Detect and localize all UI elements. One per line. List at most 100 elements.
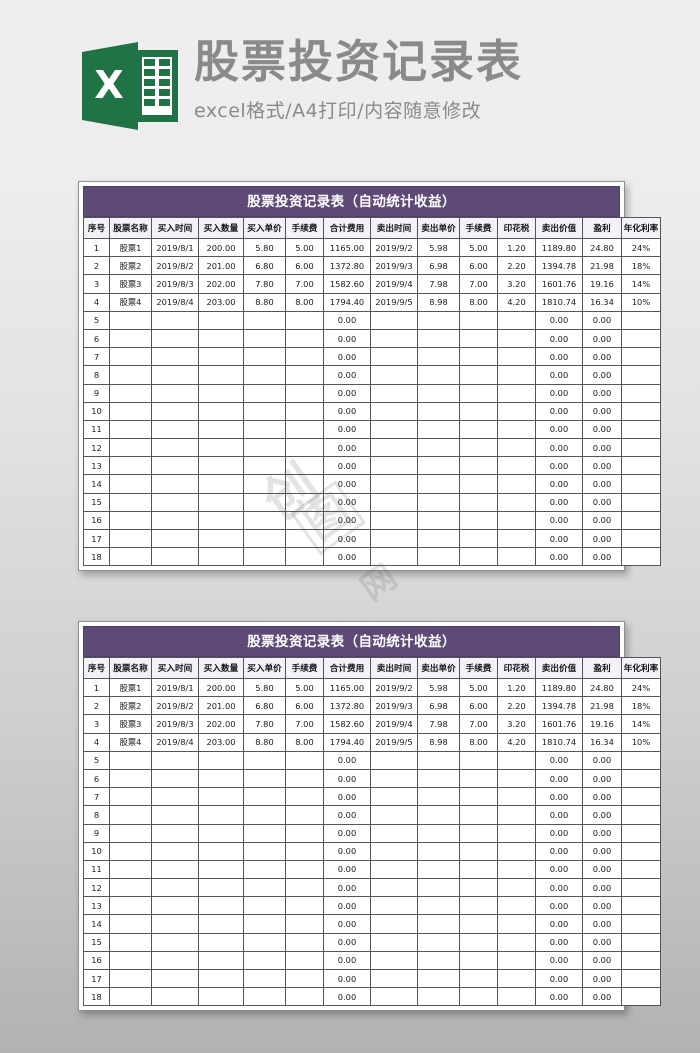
table-row[interactable]: 8 0.00 0.00 0.00 — [83, 805, 661, 825]
data-cell-2[interactable] — [151, 932, 199, 952]
data-cell-6[interactable]: 0.00 — [323, 914, 371, 934]
data-cell-7[interactable] — [370, 968, 418, 989]
data-cell-2[interactable] — [151, 547, 199, 567]
data-cell-11[interactable]: 0.00 — [535, 474, 583, 494]
data-cell-10[interactable]: 1.20 — [497, 677, 536, 698]
data-cell-7[interactable] — [370, 347, 418, 367]
data-cell-11[interactable]: 1601.76 — [535, 274, 583, 294]
data-cell-5[interactable] — [285, 401, 324, 421]
data-cell-7[interactable]: 2019/9/5 — [370, 732, 418, 752]
data-cell-1[interactable] — [109, 401, 152, 421]
data-cell-12[interactable]: 24.80 — [582, 237, 622, 258]
data-cell-12[interactable]: 0.00 — [582, 914, 622, 934]
data-cell-7[interactable] — [370, 310, 418, 330]
data-cell-11[interactable]: 1394.78 — [535, 696, 583, 716]
data-cell-10[interactable] — [497, 438, 536, 458]
table-row[interactable]: 3 股票3 2019/8/3 202.00 7.80 7.00 1582.60 2019/9/… — [83, 714, 661, 734]
data-cell-9[interactable] — [459, 750, 498, 770]
data-cell-4[interactable] — [243, 383, 286, 403]
data-cell-4[interactable] — [243, 328, 286, 349]
row-index-cell[interactable]: 1 — [83, 677, 110, 698]
data-cell-11[interactable]: 0.00 — [535, 365, 583, 385]
data-cell-12[interactable]: 0.00 — [582, 823, 622, 843]
data-cell-11[interactable]: 0.00 — [535, 968, 583, 989]
data-cell-12[interactable]: 0.00 — [582, 347, 622, 367]
data-cell-7[interactable]: 2019/9/5 — [370, 292, 418, 312]
row-index-cell[interactable]: 8 — [83, 365, 110, 385]
data-cell-9[interactable] — [459, 383, 498, 403]
data-cell-1[interactable] — [109, 456, 152, 476]
data-cell-2[interactable]: 2019/8/2 — [151, 696, 199, 716]
data-cell-11[interactable]: 0.00 — [535, 438, 583, 458]
data-cell-9[interactable] — [459, 310, 498, 330]
data-cell-4[interactable] — [243, 878, 286, 898]
row-index-cell[interactable]: 6 — [83, 768, 110, 789]
data-cell-5[interactable] — [285, 805, 324, 825]
data-cell-1[interactable] — [109, 310, 152, 330]
data-cell-4[interactable] — [243, 968, 286, 989]
data-cell-5[interactable] — [285, 383, 324, 403]
data-cell-1[interactable] — [109, 932, 152, 952]
data-cell-13[interactable]: 10% — [621, 732, 661, 752]
data-cell-8[interactable] — [417, 987, 460, 1007]
data-cell-10[interactable] — [497, 347, 536, 367]
data-cell-11[interactable]: 0.00 — [535, 768, 583, 789]
data-cell-13[interactable] — [621, 823, 661, 843]
data-cell-10[interactable] — [497, 510, 536, 531]
data-cell-2[interactable] — [151, 859, 199, 880]
data-cell-11[interactable]: 0.00 — [535, 950, 583, 971]
data-cell-13[interactable]: 18% — [621, 256, 661, 276]
data-cell-10[interactable]: 3.20 — [497, 274, 536, 294]
data-cell-8[interactable]: 5.98 — [417, 237, 460, 258]
data-cell-2[interactable] — [151, 968, 199, 989]
data-cell-9[interactable]: 5.00 — [459, 237, 498, 258]
table-row[interactable]: 16 0.00 0.00 0.00 — [83, 950, 661, 971]
data-cell-8[interactable] — [417, 768, 460, 789]
data-cell-8[interactable] — [417, 419, 460, 440]
data-cell-4[interactable] — [243, 823, 286, 843]
data-cell-2[interactable]: 2019/8/3 — [151, 274, 199, 294]
data-cell-11[interactable]: 1189.80 — [535, 677, 583, 698]
data-cell-4[interactable] — [243, 950, 286, 971]
data-cell-1[interactable] — [109, 987, 152, 1007]
data-cell-10[interactable] — [497, 987, 536, 1007]
data-cell-4[interactable]: 7.80 — [243, 714, 286, 734]
data-cell-12[interactable]: 0.00 — [582, 987, 622, 1007]
data-cell-4[interactable] — [243, 419, 286, 440]
data-cell-7[interactable]: 2019/9/2 — [370, 677, 418, 698]
data-cell-12[interactable]: 19.16 — [582, 714, 622, 734]
data-cell-12[interactable]: 0.00 — [582, 419, 622, 440]
data-cell-3[interactable] — [198, 987, 244, 1007]
data-cell-11[interactable]: 0.00 — [535, 528, 583, 549]
data-cell-5[interactable] — [285, 768, 324, 789]
row-index-cell[interactable]: 1 — [83, 237, 110, 258]
data-cell-5[interactable] — [285, 365, 324, 385]
table-row[interactable]: 17 0.00 0.00 0.00 — [83, 968, 661, 989]
data-cell-1[interactable] — [109, 510, 152, 531]
table-row[interactable]: 1 股票1 2019/8/1 200.00 5.80 5.00 1165.00 2019/9/… — [83, 237, 661, 258]
data-cell-6[interactable]: 0.00 — [323, 328, 371, 349]
row-index-cell[interactable]: 12 — [83, 438, 110, 458]
data-cell-6[interactable]: 1582.60 — [323, 714, 371, 734]
data-cell-13[interactable] — [621, 859, 661, 880]
data-cell-11[interactable]: 0.00 — [535, 750, 583, 770]
data-cell-1[interactable] — [109, 492, 152, 512]
data-cell-7[interactable] — [370, 896, 418, 916]
data-cell-4[interactable] — [243, 859, 286, 880]
table-row[interactable]: 6 0.00 0.00 0.00 — [83, 768, 661, 789]
data-cell-8[interactable]: 6.98 — [417, 696, 460, 716]
data-cell-5[interactable] — [285, 896, 324, 916]
table-row[interactable]: 13 0.00 0.00 0.00 — [83, 456, 661, 476]
data-cell-6[interactable]: 0.00 — [323, 805, 371, 825]
data-cell-7[interactable] — [370, 547, 418, 567]
data-cell-9[interactable] — [459, 492, 498, 512]
data-cell-11[interactable]: 0.00 — [535, 896, 583, 916]
data-cell-7[interactable] — [370, 878, 418, 898]
data-cell-6[interactable]: 0.00 — [323, 383, 371, 403]
data-cell-4[interactable] — [243, 841, 286, 861]
data-cell-5[interactable]: 8.00 — [285, 292, 324, 312]
data-cell-13[interactable]: 24% — [621, 237, 661, 258]
data-cell-4[interactable] — [243, 510, 286, 531]
data-cell-4[interactable]: 6.80 — [243, 696, 286, 716]
row-index-cell[interactable]: 16 — [83, 510, 110, 531]
